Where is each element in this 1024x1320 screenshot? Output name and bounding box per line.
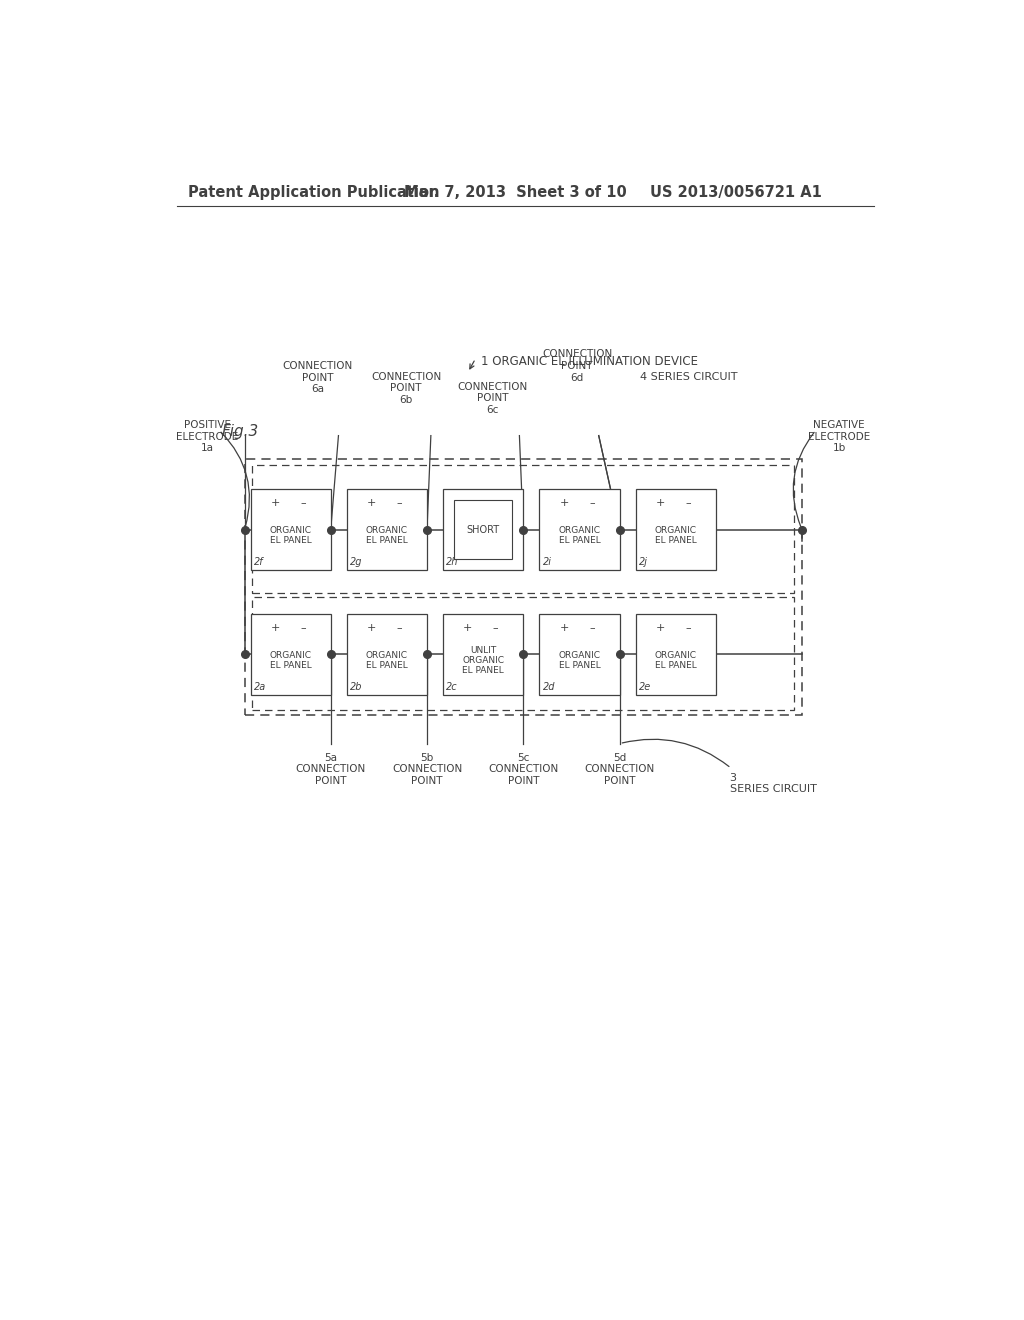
Text: Fig.3: Fig.3 bbox=[221, 424, 259, 440]
Text: –: – bbox=[300, 623, 306, 632]
Bar bbox=[540, 614, 620, 694]
Text: 2b: 2b bbox=[350, 681, 362, 692]
Text: +: + bbox=[270, 498, 280, 508]
Text: –: – bbox=[300, 498, 306, 508]
Text: CONNECTION
POINT
6b: CONNECTION POINT 6b bbox=[371, 372, 441, 405]
Text: 2f: 2f bbox=[254, 557, 263, 566]
Text: 2e: 2e bbox=[639, 681, 651, 692]
Text: ORGANIC
EL PANEL: ORGANIC EL PANEL bbox=[654, 651, 696, 671]
Text: +: + bbox=[463, 623, 472, 632]
Text: NEGATIVE
ELECTRODE
1b: NEGATIVE ELECTRODE 1b bbox=[808, 420, 870, 453]
Text: CONNECTION
POINT
6a: CONNECTION POINT 6a bbox=[283, 360, 353, 395]
Text: ORGANIC
EL PANEL: ORGANIC EL PANEL bbox=[366, 525, 408, 545]
Bar bbox=[540, 490, 620, 570]
Text: 2j: 2j bbox=[639, 557, 648, 566]
Text: ORGANIC
EL PANEL: ORGANIC EL PANEL bbox=[654, 525, 696, 545]
Bar bbox=[251, 614, 331, 694]
Text: +: + bbox=[367, 498, 376, 508]
Text: POSITIVE
ELECTRODE
1a: POSITIVE ELECTRODE 1a bbox=[176, 420, 239, 453]
Text: Mar. 7, 2013  Sheet 3 of 10: Mar. 7, 2013 Sheet 3 of 10 bbox=[403, 185, 627, 201]
Text: ORGANIC
EL PANEL: ORGANIC EL PANEL bbox=[269, 651, 311, 671]
Text: +: + bbox=[559, 623, 568, 632]
Text: 5a
CONNECTION
POINT: 5a CONNECTION POINT bbox=[296, 752, 366, 785]
Bar bbox=[443, 614, 523, 694]
Text: 5d
CONNECTION
POINT: 5d CONNECTION POINT bbox=[585, 752, 654, 785]
Text: –: – bbox=[493, 623, 499, 632]
Bar bbox=[252, 465, 795, 593]
Bar bbox=[347, 490, 427, 570]
Text: UNLIT
ORGANIC
EL PANEL: UNLIT ORGANIC EL PANEL bbox=[462, 645, 504, 676]
Text: +: + bbox=[559, 498, 568, 508]
Text: CONNECTION
POINT
6c: CONNECTION POINT 6c bbox=[458, 381, 527, 414]
Text: 3
SERIES CIRCUIT: 3 SERIES CIRCUIT bbox=[730, 774, 816, 795]
Text: ORGANIC
EL PANEL: ORGANIC EL PANEL bbox=[558, 525, 600, 545]
Text: –: – bbox=[589, 498, 595, 508]
Text: Patent Application Publication: Patent Application Publication bbox=[188, 185, 440, 201]
Text: +: + bbox=[367, 623, 376, 632]
Text: 2d: 2d bbox=[543, 681, 555, 692]
Text: –: – bbox=[685, 498, 691, 508]
Text: 2c: 2c bbox=[446, 681, 458, 692]
Bar bbox=[636, 490, 716, 570]
Text: +: + bbox=[655, 498, 665, 508]
Text: 2h: 2h bbox=[446, 557, 459, 566]
Text: ORGANIC
EL PANEL: ORGANIC EL PANEL bbox=[269, 525, 311, 545]
Text: 5c
CONNECTION
POINT: 5c CONNECTION POINT bbox=[488, 752, 558, 785]
Text: 4 SERIES CIRCUIT: 4 SERIES CIRCUIT bbox=[640, 372, 738, 381]
Text: ORGANIC
EL PANEL: ORGANIC EL PANEL bbox=[558, 651, 600, 671]
Bar bbox=[443, 490, 523, 570]
Text: 1 ORGANIC EL ILLUMINATION DEVICE: 1 ORGANIC EL ILLUMINATION DEVICE bbox=[481, 355, 698, 368]
Text: –: – bbox=[685, 623, 691, 632]
Text: US 2013/0056721 A1: US 2013/0056721 A1 bbox=[650, 185, 822, 201]
Text: 2a: 2a bbox=[254, 681, 266, 692]
Bar bbox=[252, 597, 795, 710]
Text: –: – bbox=[589, 623, 595, 632]
Bar bbox=[245, 459, 802, 715]
Bar bbox=[251, 490, 331, 570]
Bar bbox=[454, 500, 512, 560]
Text: 2i: 2i bbox=[543, 557, 552, 566]
Text: 2g: 2g bbox=[350, 557, 362, 566]
Text: SHORT: SHORT bbox=[467, 524, 500, 535]
Bar bbox=[636, 614, 716, 694]
Text: CONNECTION
POINT
6d: CONNECTION POINT 6d bbox=[542, 350, 612, 383]
Text: +: + bbox=[270, 623, 280, 632]
Bar bbox=[347, 614, 427, 694]
Text: +: + bbox=[655, 623, 665, 632]
Text: –: – bbox=[396, 623, 402, 632]
Text: 5b
CONNECTION
POINT: 5b CONNECTION POINT bbox=[392, 752, 462, 785]
Text: –: – bbox=[396, 498, 402, 508]
Text: ORGANIC
EL PANEL: ORGANIC EL PANEL bbox=[366, 651, 408, 671]
